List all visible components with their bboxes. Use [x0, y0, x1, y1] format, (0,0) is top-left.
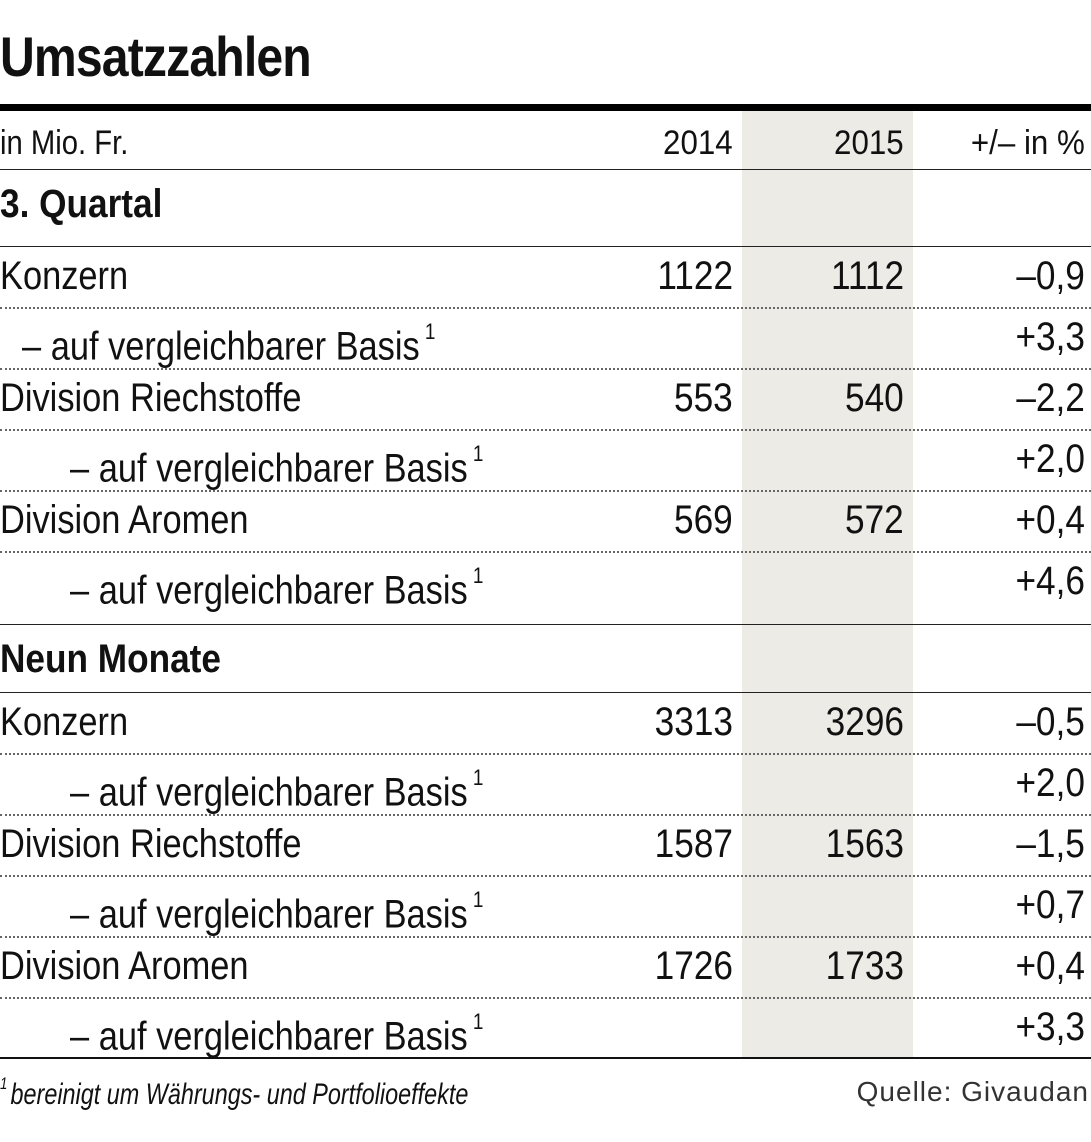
value-change: +0,4 — [1015, 498, 1085, 542]
table-row: – auf vergleichbarer Basis 1 +2,0 — [0, 753, 1091, 814]
value-change: +0,4 — [1015, 944, 1085, 988]
row-label: Division Riechstoffe — [0, 368, 301, 429]
value-2014: 1122 — [657, 254, 733, 298]
row-label-text: – auf vergleichbarer Basis — [70, 1014, 468, 1059]
footnote-marker: 1 — [0, 1074, 8, 1093]
section-heading: Neun Monate — [0, 637, 221, 681]
row-label-text: Division Aromen — [0, 944, 249, 988]
row-label-text: Division Aromen — [0, 498, 249, 542]
value-change: –0,9 — [1016, 254, 1085, 298]
row-label-text: – auf vergleichbarer Basis — [70, 892, 468, 937]
row-label: Division Aromen — [0, 490, 249, 551]
table-row: – auf vergleichbarer Basis 1 +0,7 — [0, 875, 1091, 936]
row-label-text: Konzern — [0, 700, 129, 744]
table-row: Division Riechstoffe 1587 1563 –1,5 — [0, 814, 1091, 875]
value-2015: 1112 — [830, 254, 904, 298]
header-row: in Mio. Fr. 2014 2015 +/– in % — [0, 113, 1091, 173]
table-row: Division Aromen 1726 1733 +0,4 — [0, 936, 1091, 997]
row-divider — [0, 490, 1091, 492]
section-top-rule — [0, 169, 1091, 170]
col-2015-header: 2015 — [834, 124, 904, 162]
table-row: – auf vergleichbarer Basis 1 +3,3 — [0, 307, 1091, 368]
section-heading-row: Neun Monate — [0, 624, 1091, 694]
section-heading-row: 3. Quartal — [0, 169, 1091, 239]
value-2015: 540 — [845, 376, 904, 420]
value-2014: 1726 — [654, 944, 733, 988]
table-row: Division Aromen 569 572 +0,4 — [0, 490, 1091, 551]
value-change: +4,6 — [1015, 559, 1085, 603]
table-row: Konzern 1122 1112 –0,9 — [0, 246, 1091, 307]
row-label-text: – auf vergleichbarer Basis — [70, 446, 468, 491]
value-change: +3,3 — [1015, 315, 1085, 359]
row-label-text: – auf vergleichbarer Basis — [70, 770, 468, 815]
value-2014: 569 — [674, 498, 733, 542]
column-2015-shading — [742, 111, 913, 1058]
value-change: –1,5 — [1016, 822, 1085, 866]
row-divider — [0, 875, 1091, 877]
source-credit: Quelle: Givaudan — [856, 1076, 1089, 1107]
row-label: – auf vergleichbarer Basis 1 — [22, 307, 435, 377]
row-label-text: – auf vergleichbarer Basis — [70, 568, 468, 613]
row-divider — [0, 814, 1091, 816]
col-2014-header: 2014 — [663, 124, 733, 162]
value-change: –0,5 — [1016, 700, 1085, 744]
value-change: +2,0 — [1015, 761, 1085, 805]
row-label: Konzern — [0, 246, 128, 307]
unit-header: in Mio. Fr. — [0, 124, 129, 162]
section-heading-rule — [0, 246, 1091, 247]
title-rule — [0, 104, 1091, 111]
row-divider — [0, 753, 1091, 755]
value-change: +2,0 — [1015, 437, 1085, 481]
row-label-text: Division Riechstoffe — [0, 822, 302, 866]
row-label: Konzern — [0, 692, 128, 753]
footnote-ref: 1 — [472, 563, 484, 588]
row-label-text: Konzern — [0, 254, 129, 298]
row-label: – auf vergleichbarer Basis 1 — [70, 753, 483, 823]
footnote-ref: 1 — [472, 887, 484, 912]
row-divider — [0, 429, 1091, 431]
footnote-text: bereinigt um Währungs- und Portfolioeffe… — [10, 1078, 469, 1111]
row-label-text: – auf vergleichbarer Basis — [22, 324, 420, 369]
footnote: 1 bereinigt um Währungs- und Portfolioeff… — [0, 1066, 468, 1117]
value-change: +0,7 — [1015, 883, 1085, 927]
value-2015: 1563 — [825, 822, 904, 866]
row-divider — [0, 307, 1091, 309]
col-change-header: +/– in % — [971, 124, 1085, 162]
footnote-ref: 1 — [472, 765, 484, 790]
row-label-text: Division Riechstoffe — [0, 376, 302, 420]
value-2015: 572 — [845, 498, 904, 542]
table-bottom-rule — [0, 1057, 1091, 1059]
row-label: Division Riechstoffe — [0, 814, 301, 875]
row-divider — [0, 997, 1091, 999]
row-label: – auf vergleichbarer Basis 1 — [70, 997, 483, 1067]
row-label: Division Aromen — [0, 936, 249, 997]
row-label: – auf vergleichbarer Basis 1 — [70, 875, 483, 945]
table-row: – auf vergleichbarer Basis 1 +3,3 — [0, 997, 1091, 1058]
footnote-ref: 1 — [424, 319, 436, 344]
table-title: Umsatzzahlen — [0, 25, 312, 88]
row-label: – auf vergleichbarer Basis 1 — [70, 429, 483, 499]
row-divider — [0, 551, 1091, 553]
footnote-ref: 1 — [472, 1009, 484, 1034]
row-label: – auf vergleichbarer Basis 1 — [70, 551, 483, 621]
value-2014: 553 — [674, 376, 733, 420]
value-change: –2,2 — [1016, 376, 1085, 420]
value-2015: 3296 — [825, 700, 904, 744]
value-2014: 3313 — [654, 700, 733, 744]
table-row: Konzern 3313 3296 –0,5 — [0, 692, 1091, 753]
value-change: +3,3 — [1015, 1005, 1085, 1049]
table-row: – auf vergleichbarer Basis 1 +4,6 — [0, 551, 1091, 612]
value-2014: 1587 — [654, 822, 733, 866]
section-heading: 3. Quartal — [0, 182, 163, 226]
section-top-rule — [0, 624, 1091, 625]
value-2015: 1733 — [825, 944, 904, 988]
section-heading-rule — [0, 692, 1091, 693]
row-divider — [0, 368, 1091, 370]
table-row: Division Riechstoffe 553 540 –2,2 — [0, 368, 1091, 429]
row-divider — [0, 936, 1091, 938]
table-row: – auf vergleichbarer Basis 1 +2,0 — [0, 429, 1091, 490]
footnote-ref: 1 — [472, 441, 484, 466]
